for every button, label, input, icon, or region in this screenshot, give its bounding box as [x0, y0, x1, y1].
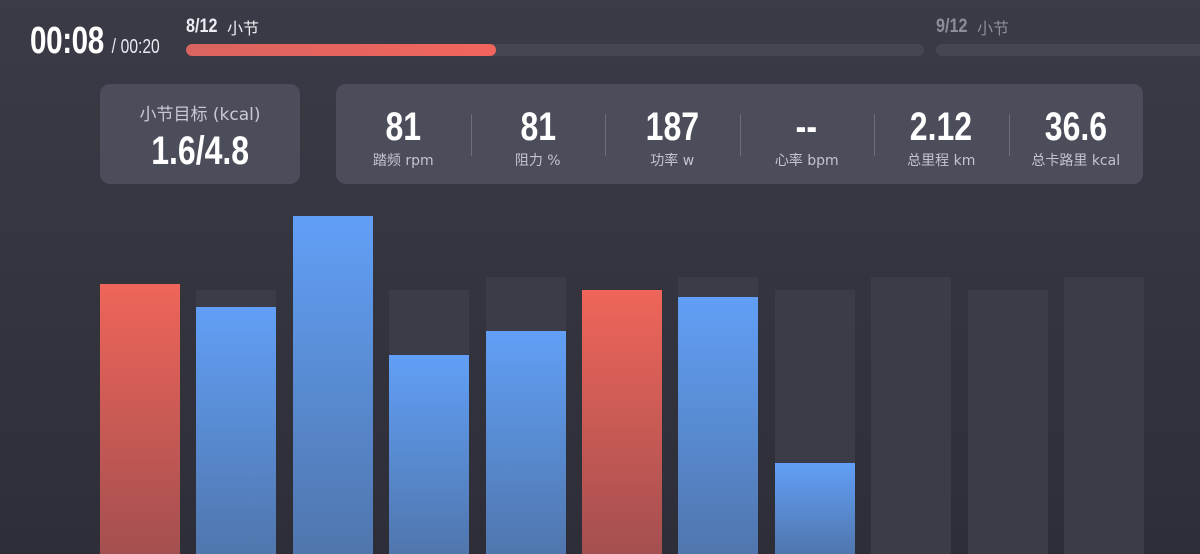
segment-goal-value: 1.6/4.8	[151, 129, 249, 173]
bar-slot-9	[871, 276, 952, 554]
stat-power: 187 功率 w	[605, 84, 740, 184]
bar-segment-5	[485, 330, 566, 554]
stat-cadence: 81 踏频 rpm	[336, 84, 471, 184]
segment-bar-chart	[0, 200, 1200, 554]
bar-slot-10	[967, 290, 1048, 554]
stat-resistance: 81 阻力 %	[470, 84, 606, 184]
workout-stats-card: 81 踏频 rpm 81 阻力 % 187 功率 w -- 心率 bpm 2.1…	[336, 84, 1143, 184]
stat-label: 阻力 %	[514, 153, 561, 169]
stat-value: 187	[645, 105, 699, 149]
bar-segment-1	[100, 283, 180, 554]
stat-label: 心率 bpm	[774, 153, 839, 169]
next-segment-progress	[936, 44, 1200, 56]
stat-total-distance: 2.12 总里程 km	[874, 84, 1009, 184]
next-segment-label: 9/12 小节	[936, 15, 1009, 39]
stat-label: 踏频 rpm	[372, 153, 434, 169]
next-segment-number: 9/12	[936, 16, 968, 37]
bar-segment-7	[678, 297, 759, 554]
timer-separator: /	[111, 36, 117, 58]
bar-segment-6	[582, 290, 662, 554]
stat-heart-rate: -- 心率 bpm	[739, 84, 875, 184]
bar-segment-4	[389, 354, 470, 554]
current-segment-unit: 小节	[226, 19, 259, 38]
segment-goal-card: 小节目标 (kcal) 1.6/4.8	[100, 84, 300, 184]
stat-label: 功率 w	[650, 153, 695, 169]
stat-label: 总里程 km	[907, 153, 976, 169]
current-segment-progress-fill	[186, 44, 496, 56]
total-time: 00:20	[120, 36, 160, 58]
bar-segment-8	[774, 462, 855, 554]
session-timer: 00:08 / 00:20	[30, 20, 160, 63]
stat-label: 总卡路里 kcal	[1031, 153, 1121, 169]
stat-value: 36.6	[1044, 105, 1107, 149]
next-segment-unit: 小节	[976, 19, 1009, 38]
bar-segment-2	[196, 307, 277, 554]
segment-goal-label: 小节目标 (kcal)	[139, 105, 261, 125]
stat-value: 81	[519, 105, 556, 149]
bar-slot-11	[1064, 276, 1144, 554]
stat-value: 81	[385, 105, 422, 149]
stat-value: 2.12	[910, 105, 973, 149]
stat-total-calories: 36.6 总卡路里 kcal	[1008, 84, 1144, 184]
elapsed-time: 00:08	[30, 20, 104, 62]
bar-segment-3	[292, 216, 373, 554]
current-segment-label: 8/12 小节	[186, 15, 259, 39]
stat-value: --	[796, 105, 818, 149]
current-segment-number: 8/12	[186, 16, 218, 37]
current-segment-progress	[186, 44, 924, 56]
